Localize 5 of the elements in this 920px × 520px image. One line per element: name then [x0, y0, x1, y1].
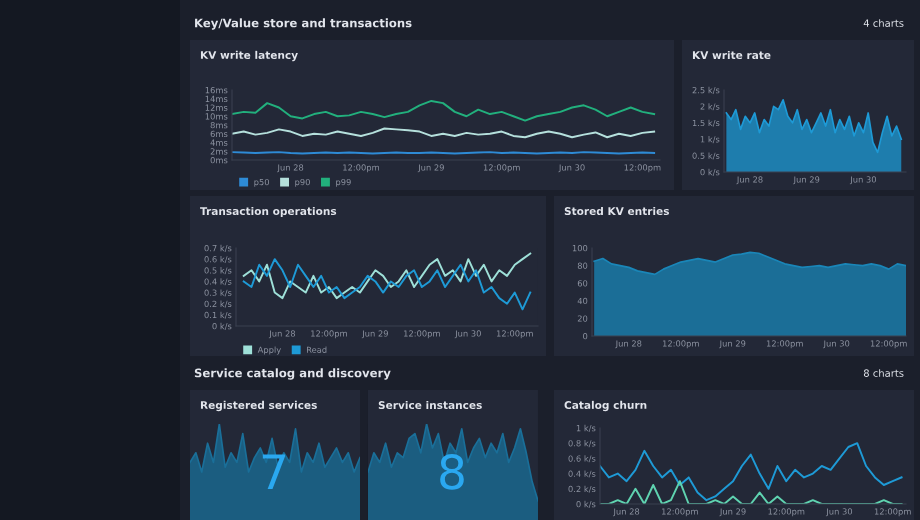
line-series: [232, 99, 656, 122]
line-series: [242, 258, 532, 311]
annotation: 8: [440, 453, 464, 490]
line-series: [242, 252, 532, 300]
annotation: 7: [262, 454, 285, 490]
